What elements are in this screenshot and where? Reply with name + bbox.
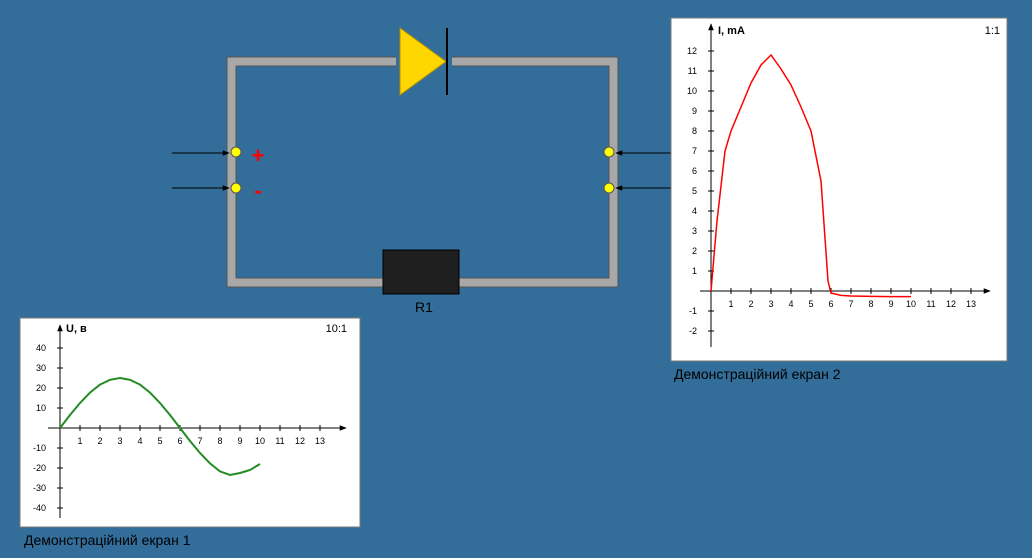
screen-2-y-tick-label: 3 [692, 226, 697, 236]
current-curve [710, 53, 911, 298]
screen-2-x-tick-label: 2 [748, 299, 753, 309]
terminal-bottom-right[interactable] [603, 182, 615, 194]
screen-2-y-tick-label: 10 [687, 86, 697, 96]
screen-2-background [670, 17, 1008, 362]
screen-2-y-tick-label: 12 [687, 46, 697, 56]
screen-2-x-tick-label: 13 [966, 299, 976, 309]
screen-1-y-tick-label: -20 [33, 463, 46, 473]
plus-sign: + [252, 143, 265, 168]
screen-1-x-tick-label: 4 [137, 436, 142, 446]
screen-1-x-tick-label: 13 [315, 436, 325, 446]
screen-1-x-tick-label: 7 [197, 436, 202, 446]
screen-2-x-tick-label: 10 [906, 299, 916, 309]
screen-2-y-tick-label: 4 [692, 206, 697, 216]
screen-1-caption: Демонстраційний екран 1 [24, 532, 191, 548]
screen-2-y-tick-label: -1 [689, 306, 697, 316]
wire [227, 57, 618, 287]
diode[interactable] [396, 27, 452, 96]
terminal-minus-left[interactable] [230, 182, 242, 194]
circuit: R1 + - [172, 27, 672, 315]
resistor-label: R1 [415, 299, 433, 315]
screen-2-x-tick-label: 9 [888, 299, 893, 309]
screen-2-scale-label: 1:1 [985, 25, 1000, 37]
screen-2-x-tick-label: 5 [808, 299, 813, 309]
screen-1-background [19, 317, 361, 528]
screen-1-y-tick-label: -30 [33, 483, 46, 493]
screen-1-y-tick-label: 10 [36, 403, 46, 413]
screen-2-axes [700, 23, 991, 347]
screen-2-y-tick-label: 8 [692, 126, 697, 136]
screen-1-x-tick-label: 9 [237, 436, 242, 446]
screen-1-x-tick-label: 5 [157, 436, 162, 446]
screen-2-x-tick-label: 7 [848, 299, 853, 309]
screen-1-y-tick-label: -40 [33, 503, 46, 513]
screen-1-x-tick-label: 10 [255, 436, 265, 446]
screen-1-x-tick-label: 3 [117, 436, 122, 446]
terminal-top-right[interactable] [603, 146, 615, 158]
screen-1-x-tick-label: 11 [275, 436, 284, 446]
screen-2-y-axis-label: I, mA [718, 25, 745, 37]
screen-1-x-tick-label: 1 [77, 436, 82, 446]
screen-1-y-axis-label: U, в [66, 323, 87, 335]
screen-2-y-tick-label: 2 [692, 246, 697, 256]
screen-2-x-tick-label: 4 [788, 299, 793, 309]
screen-2-x-tick-label: 12 [946, 299, 956, 309]
screen-2-caption: Демонстраційний екран 2 [674, 366, 841, 382]
screen-1-y-tick-label: -10 [33, 443, 46, 453]
screen-2-y-tick-label: 9 [692, 106, 697, 116]
screen-2-y-tick-label: 6 [692, 166, 697, 176]
screen-1-x-tick-label: 2 [97, 436, 102, 446]
screen-2-y-tick-label: -2 [689, 326, 697, 336]
diode-triangle [399, 27, 447, 96]
screen-2-x-tick-label: 6 [828, 299, 833, 309]
screen-2-x-tick-label: 3 [768, 299, 773, 309]
resistor-body [382, 249, 460, 295]
wire-loop [226, 56, 619, 288]
screen-1-x-tick-label: 8 [217, 436, 222, 446]
screen-2-y-tick-label: 5 [692, 186, 697, 196]
voltage-curve [59, 376, 261, 477]
screen-1-y-tick-label: 20 [36, 383, 46, 393]
screen-1-axes [48, 324, 347, 518]
screen-1-y-tick-label: 40 [36, 343, 46, 353]
screen-2-x-tick-label: 1 [728, 299, 733, 309]
screen-2-y-tick-label: 1 [692, 266, 697, 276]
screen-2-y-tick-label: 7 [692, 146, 697, 156]
screen-1-x-tick-label: 12 [295, 436, 305, 446]
resistor-r1[interactable]: R1 [382, 249, 460, 315]
terminal-plus-left[interactable] [230, 146, 242, 158]
screen-2-x-tick-label: 8 [868, 299, 873, 309]
screen-1-y-tick-label: 30 [36, 363, 46, 373]
screen-1-x-tick-label: 6 [177, 436, 182, 446]
minus-sign: - [254, 178, 261, 203]
screen-2-y-tick-label: 11 [688, 66, 697, 76]
screen-2-x-tick-label: 11 [926, 299, 935, 309]
screen-1-scale-label: 10:1 [326, 323, 347, 335]
